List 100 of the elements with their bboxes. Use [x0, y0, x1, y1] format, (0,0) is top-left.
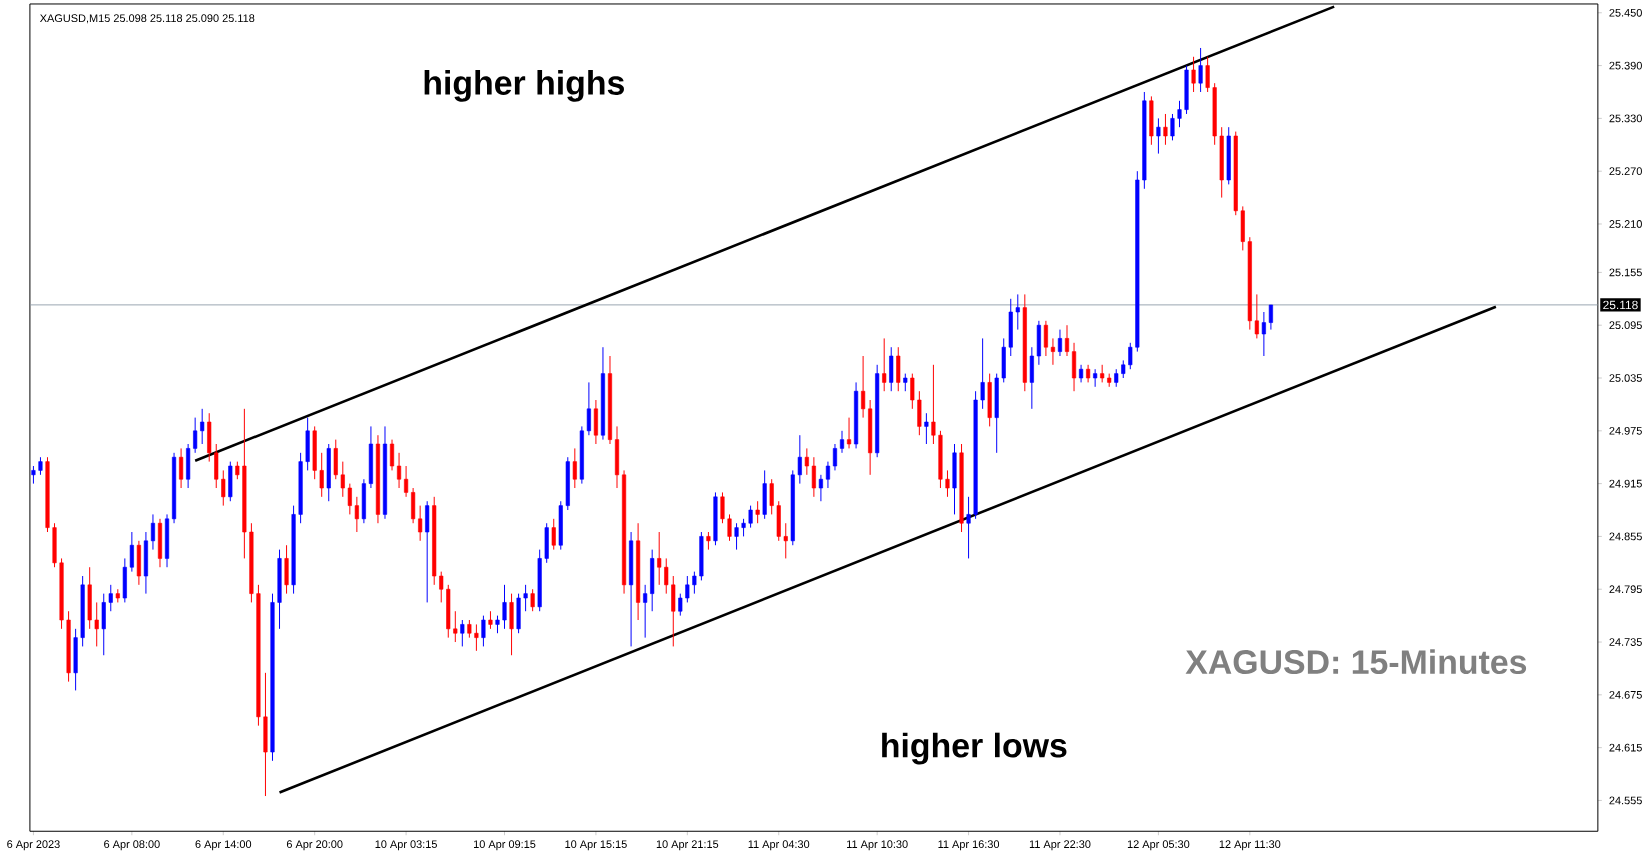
candlestick — [453, 610, 458, 643]
y-tick-label: 24.615 — [1609, 743, 1642, 752]
candlestick — [221, 469, 226, 507]
candlestick — [755, 500, 760, 524]
x-tick-label: 11 Apr 10:30 — [847, 840, 908, 851]
y-tick-label: 25.210 — [1609, 220, 1642, 228]
candlestick — [347, 483, 352, 515]
candlestick — [150, 514, 156, 551]
candlestick — [748, 505, 753, 529]
candlestick — [839, 430, 845, 454]
candlestick — [1268, 304, 1273, 331]
x-tick-label: 12 Apr 11:30 — [1219, 840, 1281, 851]
candlestick — [861, 355, 866, 419]
x-tick-label: 12 Apr 05:30 — [1127, 840, 1190, 851]
candlestick — [389, 439, 395, 471]
candlestick — [804, 447, 809, 476]
x-tick-label: 11 Apr 04:30 — [748, 840, 810, 851]
ref-line-label: 25.118 — [1603, 300, 1638, 310]
candlestick — [1057, 329, 1063, 357]
candlestick — [734, 522, 739, 551]
x-tick-label: 10 Apr 03:15 — [375, 840, 437, 851]
candlestick — [1128, 342, 1133, 370]
candlestick — [586, 381, 591, 436]
candlestick — [1015, 293, 1020, 331]
candlestick — [404, 465, 409, 498]
y-tick-label: 25.390 — [1609, 61, 1642, 70]
candlestick — [1191, 56, 1196, 93]
candlestick — [1261, 311, 1266, 357]
y-tick-label: 24.975 — [1609, 427, 1642, 435]
candlestick — [1254, 293, 1259, 339]
y-tick-label: 24.735 — [1609, 638, 1642, 646]
candlestick — [692, 571, 697, 595]
candlestick — [685, 575, 690, 604]
candlestick — [523, 584, 528, 612]
x-tick-label: 10 Apr 21:15 — [656, 840, 719, 851]
candlestick — [460, 619, 465, 648]
x-tick-label: 6 Apr 2023 — [7, 840, 60, 851]
candlestick — [439, 571, 444, 604]
y-tick-label: 25.450 — [1609, 8, 1642, 17]
y-tick-label: 24.795 — [1609, 585, 1642, 594]
candlestick — [846, 417, 852, 449]
y-tick-label: 24.675 — [1609, 691, 1642, 699]
candlestick — [811, 456, 816, 498]
candlestick — [797, 434, 802, 485]
x-tick-label: 6 Apr 08:00 — [104, 840, 160, 851]
candlestick — [396, 452, 402, 489]
candlestick — [910, 373, 915, 410]
candlestick — [1043, 320, 1048, 357]
y-tick-label: 24.855 — [1609, 532, 1642, 541]
candlestick — [1163, 113, 1168, 146]
y-tick-label: 25.155 — [1609, 268, 1642, 277]
x-tick-label: 6 Apr 14:00 — [195, 840, 252, 851]
candlestick — [727, 514, 732, 542]
text: XAGUSD,M15 25.098 25.118 25.090 25.118 — [39, 14, 255, 24]
candlestick — [1064, 324, 1070, 357]
x-tick-label: 6 Apr 20:00 — [286, 840, 343, 851]
candlestick — [129, 531, 134, 573]
candlestick — [980, 337, 985, 410]
candlestick — [481, 615, 486, 648]
annotation: higher highs — [424, 70, 624, 102]
candlestick — [924, 412, 929, 445]
candlestick — [1093, 368, 1098, 388]
candlestick — [664, 558, 669, 595]
candlestick — [643, 584, 648, 639]
candlestick — [572, 447, 577, 489]
candlestick — [354, 496, 359, 533]
candlestick — [502, 584, 507, 630]
candlestick — [474, 624, 479, 652]
candlestick — [657, 531, 662, 586]
candlestick — [1177, 100, 1182, 128]
x-tick-label: 11 Apr 16:30 — [938, 840, 1000, 851]
candlestick — [818, 474, 823, 502]
candlestick — [783, 522, 788, 559]
candlestick — [1170, 113, 1175, 141]
x-tick-label: 10 Apr 09:15 — [474, 840, 536, 851]
candlestick — [340, 461, 345, 498]
candlestick — [108, 584, 113, 612]
candlestick — [551, 518, 556, 551]
candlestick — [94, 602, 99, 648]
annotation: higher lows — [882, 732, 1067, 765]
candlestick — [825, 461, 830, 489]
x-tick-label: 11 Apr 22:30 — [1029, 840, 1091, 851]
candlestick — [720, 492, 725, 524]
candlestick — [769, 478, 774, 515]
candlestick — [1050, 337, 1055, 366]
x-tick-label: 10 Apr 15:15 — [565, 840, 627, 851]
candlestick — [319, 452, 324, 498]
y-tick-label: 25.270 — [1609, 167, 1642, 176]
candlestick — [418, 505, 423, 542]
annotation: XAGUSD: 15-Minutes — [1185, 649, 1527, 675]
candlestick — [882, 337, 887, 392]
candlestick — [832, 443, 838, 471]
y-tick-label: 25.095 — [1609, 321, 1642, 330]
y-tick-label: 25.330 — [1609, 114, 1642, 123]
candlestick — [193, 417, 198, 454]
candlestick — [678, 593, 683, 617]
candlestick — [179, 447, 184, 489]
y-tick-label: 24.555 — [1609, 796, 1642, 805]
candlestick — [966, 496, 971, 559]
candlestick — [945, 469, 950, 498]
